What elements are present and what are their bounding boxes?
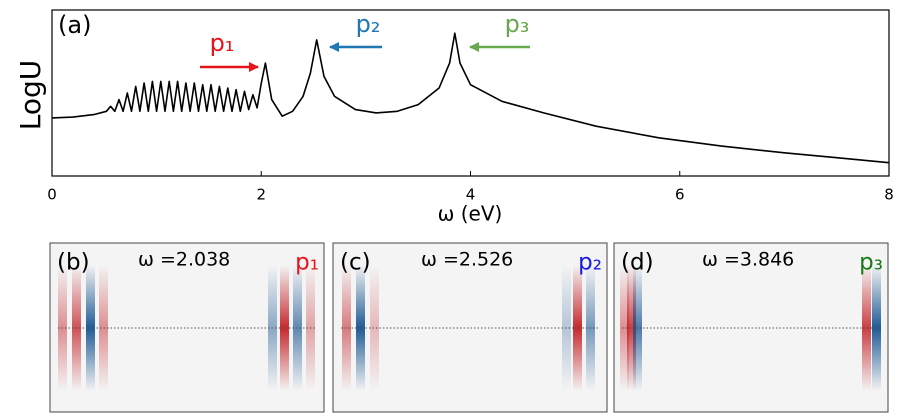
field-stripe [370, 265, 379, 391]
panel-label: (c) [340, 250, 371, 276]
field-stripe [872, 265, 881, 391]
annotation: p₁ [210, 29, 235, 57]
peak-label: p₃ [859, 250, 883, 276]
x-tick-label: 4 [466, 186, 476, 204]
field-stripe [620, 265, 629, 391]
omega-label: ω =2.526 [421, 249, 513, 271]
field-panel: (c) ω =2.526 p₂ [332, 242, 608, 413]
x-tick-label: 6 [675, 186, 685, 204]
omega-label: ω =2.038 [138, 249, 230, 271]
field-stripe [627, 265, 636, 391]
peak-label: p₁ [295, 250, 319, 276]
y-axis-label: LogU [14, 60, 47, 131]
field-panel: (b) ω =2.038 p₁ [49, 242, 325, 413]
peak-label: p₂ [578, 250, 602, 276]
panel-label: (d) [621, 250, 654, 276]
panel-label: (a) [58, 11, 91, 39]
x-tick-label: 2 [256, 186, 266, 204]
field-stripe [356, 265, 365, 391]
annotation: p₂ [356, 10, 381, 38]
x-tick-label: 8 [884, 186, 894, 204]
x-axis-label: ω (eV) [438, 202, 503, 226]
omega-label: ω =3.846 [702, 249, 794, 271]
field-stripe [342, 265, 351, 391]
field-panel: (d) ω =3.846 p₃ [613, 242, 889, 413]
annotation: p₃ [505, 10, 530, 38]
field-stripe [573, 265, 582, 391]
panel-bg [49, 242, 325, 413]
x-tick-label: 0 [47, 186, 57, 204]
field-stripe [280, 265, 289, 391]
panel-bg [613, 242, 889, 413]
spectrum-line [51, 32, 890, 164]
panel-label: (b) [57, 250, 90, 276]
field-stripe [862, 265, 871, 391]
